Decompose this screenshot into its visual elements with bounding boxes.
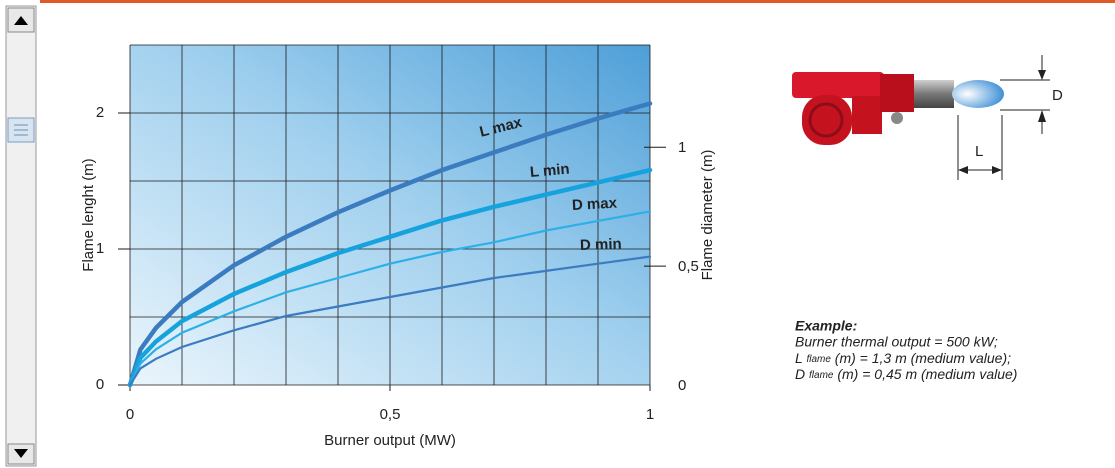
example-title: Example:	[795, 318, 857, 334]
example-line: L flame (m) = 1,3 m (medium value);	[795, 350, 1011, 366]
series-label: D min	[580, 236, 622, 254]
y-axis-label: Flame lenght (m)	[80, 158, 97, 271]
flame	[952, 80, 1004, 108]
blast-tube	[914, 80, 954, 108]
series-line	[128, 210, 652, 387]
scroll-up[interactable]	[7, 7, 35, 33]
symbol: D	[795, 366, 805, 382]
subscript: flame	[809, 370, 834, 381]
series-label: D max	[572, 195, 619, 214]
y2-tick-label: 0	[678, 377, 686, 394]
burner-housing	[792, 72, 884, 98]
scroll-up-arrow	[14, 16, 28, 25]
valve	[891, 112, 903, 124]
x-tick-label: 0,5	[380, 406, 401, 423]
series-line	[127, 101, 653, 388]
y-tick-label: 0	[96, 376, 104, 393]
scrollbar	[5, 5, 37, 467]
y-tick-label: 2	[96, 104, 104, 121]
top-accent	[40, 0, 1115, 3]
y2-axis-label: Flame diameter (m)	[699, 150, 716, 281]
series-label: L min	[529, 161, 570, 181]
example-note: Example: Burner thermal output = 500 kW;…	[795, 318, 1017, 382]
dimension-lines	[957, 55, 1050, 180]
example-line: Burner thermal output = 500 kW;	[795, 334, 998, 350]
series-line	[128, 255, 652, 387]
x-axis-label: Burner output (MW)	[324, 432, 456, 449]
series-line	[127, 167, 653, 388]
subscript: flame	[806, 354, 831, 365]
burner-body	[852, 96, 882, 134]
text: (m) = 1,3 m (medium value);	[835, 350, 1011, 366]
x-tick-label: 0	[126, 406, 134, 423]
x-tick-label: 1	[646, 406, 654, 423]
thumb-grip	[14, 124, 28, 136]
y2-tick-label: 1	[678, 139, 686, 156]
y-tick-label: 1	[96, 240, 104, 257]
y2-tick-label: 0,5	[678, 258, 699, 275]
dimension-label: L	[975, 143, 983, 160]
dimension-label: D	[1052, 87, 1063, 104]
fan-ring	[808, 102, 844, 138]
example-line: D flame (m) = 0,45 m (medium value)	[795, 366, 1017, 382]
text: (m) = 0,45 m (medium value)	[837, 366, 1017, 382]
burner-illustration: D L	[792, 55, 1063, 180]
burner-flange	[880, 74, 914, 112]
scroll-track	[5, 5, 37, 467]
symbol: L	[795, 350, 803, 366]
scroll-down-arrow	[14, 449, 28, 458]
